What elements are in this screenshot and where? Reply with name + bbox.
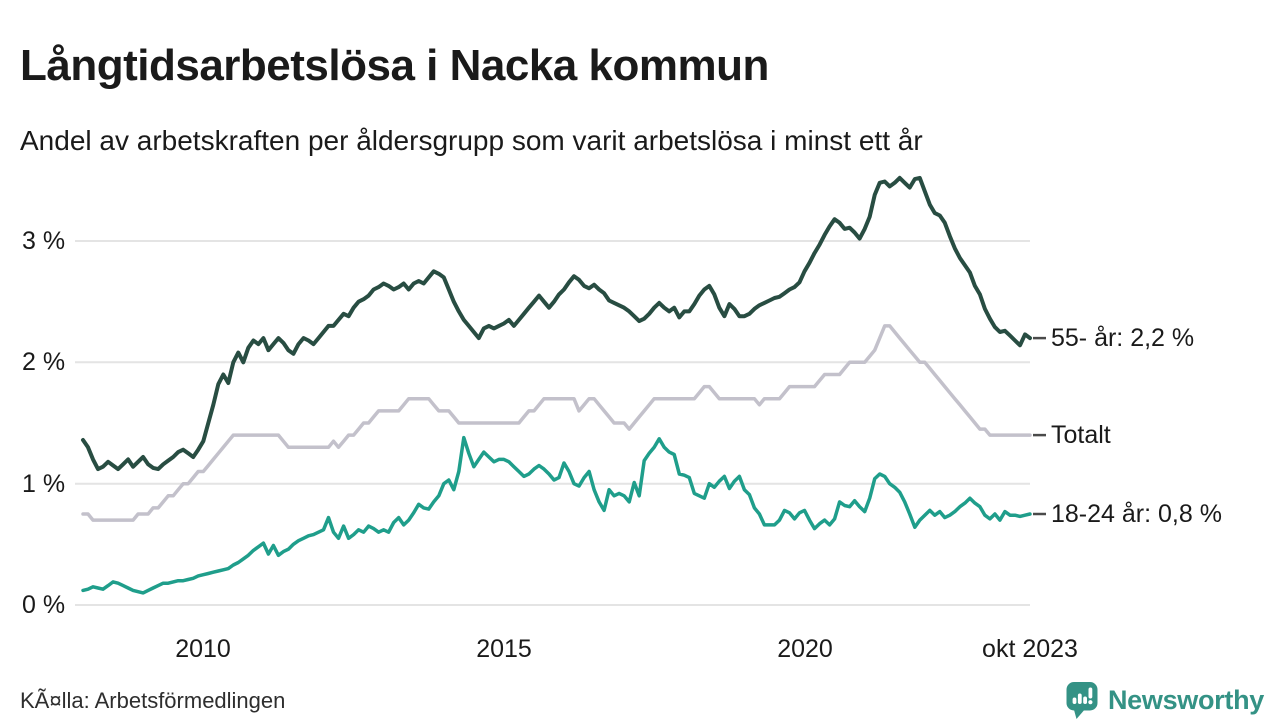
series-line-0	[81, 175, 1032, 472]
series-end-label-0: 55- år: 2,2 %	[1051, 324, 1195, 353]
y-axis-label-1: 1 %	[22, 469, 66, 498]
source-note: KÃ¤lla: Arbetsförmedlingen	[20, 688, 286, 713]
y-axis-label-0: 0 %	[22, 591, 66, 619]
series-line-1	[81, 324, 1032, 522]
series-end-label-1: Totalt	[1051, 421, 1111, 450]
page-subtitle: Andel av arbetskraften per åldersgrupp s…	[20, 125, 923, 156]
newsworthy-wordmark: Newsworthy	[1107, 684, 1264, 715]
page-title: Långtidsarbetslösa i Nacka kommun	[20, 41, 769, 91]
series-line-2	[81, 435, 1032, 595]
x-axis-label-0: 2010	[175, 635, 231, 663]
series-end-label-2: 18-24 år: 0,8 %	[1051, 500, 1222, 528]
y-axis-label-3: 3 %	[22, 227, 66, 255]
newsworthy-logo: Newsworthy	[1065, 680, 1264, 720]
x-axis-label-1: 2015	[476, 635, 532, 663]
newsworthy-bar-chart-pin-icon	[1066, 681, 1098, 719]
x-axis-label-2: 2020	[777, 635, 833, 663]
x-axis-label-3: okt 2023	[982, 635, 1078, 663]
y-axis-label-2: 2 %	[22, 348, 66, 377]
